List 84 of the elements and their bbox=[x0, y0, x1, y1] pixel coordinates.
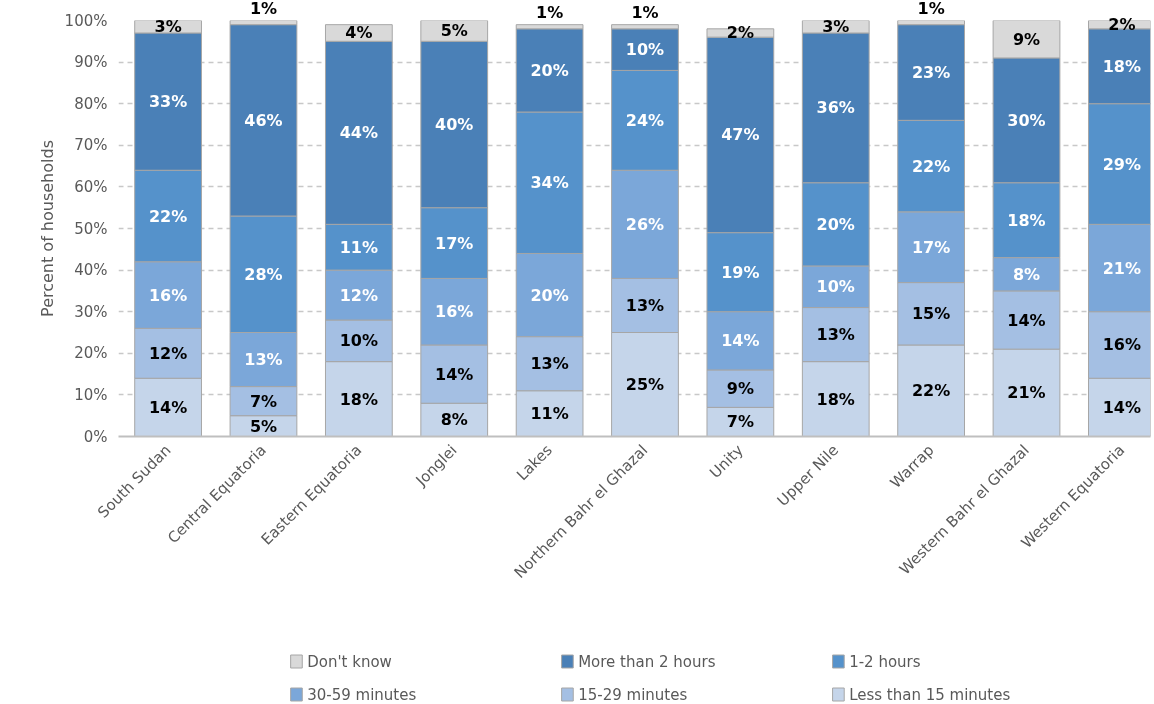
data-label: 28% bbox=[244, 264, 283, 284]
data-label: 34% bbox=[530, 173, 569, 193]
data-label: 10% bbox=[816, 277, 855, 297]
legend-label: 15-29 minutes bbox=[578, 685, 688, 704]
data-label: 16% bbox=[1102, 335, 1142, 355]
data-label: 24% bbox=[625, 110, 665, 130]
y-tick-label: 40% bbox=[74, 261, 108, 280]
data-label: 22% bbox=[911, 381, 951, 401]
data-label: 14% bbox=[721, 331, 760, 351]
y-tick-label: 10% bbox=[74, 385, 108, 404]
legend-label: 1-2 hours bbox=[849, 652, 921, 671]
data-label: 47% bbox=[721, 125, 760, 145]
data-label: 10% bbox=[339, 331, 378, 351]
data-label: 11% bbox=[339, 237, 378, 257]
data-label: 2% bbox=[726, 23, 754, 43]
data-label: 11% bbox=[530, 404, 569, 424]
data-label: 1% bbox=[536, 2, 564, 22]
data-label: 14% bbox=[148, 397, 188, 417]
data-label: 5% bbox=[440, 21, 468, 41]
data-label: 15% bbox=[911, 304, 951, 324]
data-label: 44% bbox=[339, 123, 378, 143]
data-label: 16% bbox=[435, 302, 474, 322]
data-label: 3% bbox=[822, 17, 850, 37]
data-label: 25% bbox=[625, 375, 665, 394]
data-label: 1% bbox=[631, 2, 659, 22]
data-label: 14% bbox=[435, 364, 474, 384]
data-label: 21% bbox=[1007, 383, 1046, 403]
data-label: 1% bbox=[917, 0, 945, 18]
data-label: 9% bbox=[1012, 29, 1041, 49]
data-label: 13% bbox=[244, 350, 283, 370]
data-label: 12% bbox=[339, 285, 378, 305]
y-tick-label: 100% bbox=[64, 11, 108, 30]
data-label: 33% bbox=[148, 92, 188, 112]
data-label: 10% bbox=[625, 40, 665, 60]
data-label: 13% bbox=[816, 325, 855, 345]
data-label: 1% bbox=[249, 0, 278, 18]
data-label: 29% bbox=[1102, 154, 1142, 174]
y-tick-label: 90% bbox=[74, 53, 108, 72]
data-label: 12% bbox=[148, 343, 188, 363]
data-label: 20% bbox=[530, 285, 569, 305]
y-axis-title: Percent of households bbox=[37, 140, 57, 317]
data-label: 7% bbox=[726, 412, 754, 432]
legend-label: Less than 15 minutes bbox=[849, 685, 1011, 704]
data-label: 14% bbox=[1007, 310, 1046, 330]
data-label: 21% bbox=[1102, 258, 1142, 278]
data-label: 19% bbox=[721, 262, 760, 282]
data-label: 20% bbox=[530, 60, 569, 80]
data-label: 22% bbox=[911, 156, 951, 176]
data-label: 17% bbox=[911, 237, 951, 257]
data-label: 8% bbox=[1012, 264, 1041, 284]
data-label: 40% bbox=[435, 115, 474, 134]
data-label: 14% bbox=[1102, 397, 1142, 417]
y-tick-label: 50% bbox=[74, 219, 108, 238]
data-label: 20% bbox=[816, 214, 855, 234]
data-label: 36% bbox=[816, 98, 855, 118]
data-label: 2% bbox=[1108, 15, 1136, 35]
legend-label: 30-59 minutes bbox=[307, 685, 417, 704]
data-label: 18% bbox=[816, 389, 855, 409]
data-label: 9% bbox=[726, 379, 754, 399]
data-label: 18% bbox=[1102, 56, 1142, 76]
data-label: 30% bbox=[1007, 110, 1046, 130]
data-label: 3% bbox=[154, 17, 182, 37]
legend-label: More than 2 hours bbox=[578, 652, 716, 671]
data-label: 5% bbox=[249, 416, 278, 436]
data-label: 4% bbox=[345, 23, 373, 43]
y-tick-label: 30% bbox=[74, 302, 108, 321]
data-label: 22% bbox=[148, 206, 188, 226]
data-label: 23% bbox=[911, 63, 951, 82]
legend-label: Don't know bbox=[307, 652, 392, 671]
y-tick-label: 70% bbox=[74, 136, 108, 155]
data-label: 7% bbox=[249, 391, 278, 411]
data-label: 46% bbox=[244, 110, 283, 130]
data-label: 26% bbox=[625, 214, 665, 234]
y-tick-label: 60% bbox=[74, 177, 108, 196]
y-tick-label: 20% bbox=[74, 344, 108, 363]
data-label: 8% bbox=[440, 410, 468, 430]
data-label: 17% bbox=[435, 233, 474, 253]
data-label: 18% bbox=[1007, 210, 1046, 230]
y-tick-label: 0% bbox=[83, 427, 108, 446]
data-label: 18% bbox=[339, 389, 378, 409]
data-label: 13% bbox=[625, 295, 665, 315]
y-tick-label: 80% bbox=[74, 94, 108, 113]
data-label: 13% bbox=[530, 354, 569, 374]
data-label: 16% bbox=[148, 285, 188, 305]
